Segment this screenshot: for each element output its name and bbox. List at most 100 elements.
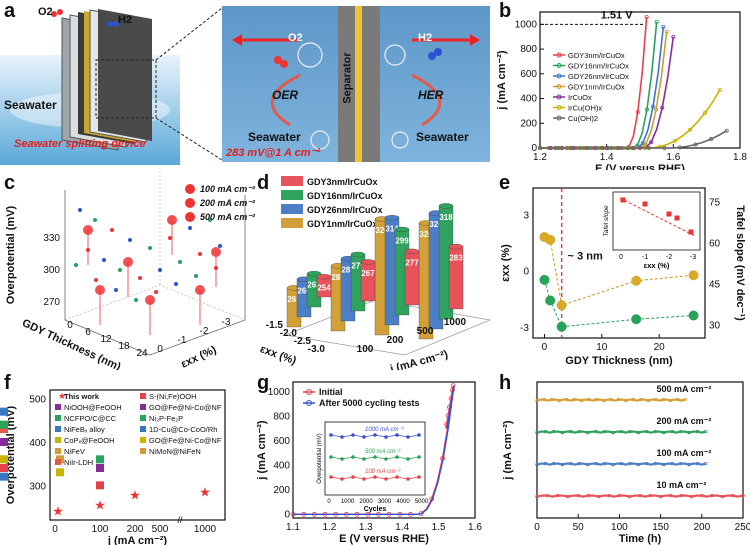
legend-marker: [556, 105, 562, 110]
stability-marker: [636, 462, 641, 467]
scatter-dot: [218, 244, 222, 248]
scatter-dot: [198, 252, 202, 256]
legend-marker: [556, 73, 562, 79]
inset-marker: [688, 229, 694, 235]
panel-a: a: [0, 0, 500, 165]
red-marker: [83, 225, 93, 235]
legend-entry: 100 mA cm⁻²: [200, 184, 256, 194]
y-tick-label: 200: [520, 118, 537, 129]
inset-x-label: Cycles: [364, 506, 387, 513]
series-marker: [600, 145, 605, 150]
legend-marker: [55, 437, 61, 443]
scatter-dot: [93, 218, 97, 222]
x-tick-label: 0: [534, 522, 540, 533]
legend-entry: GO@Fe@Ni-Co@NF: [149, 436, 222, 445]
legend-marker: [140, 448, 146, 454]
legend-entry: S-(Ni,Fe)OOH: [149, 392, 197, 401]
this-work-star: ★: [199, 485, 211, 500]
series-label: 100 mA cm⁻²: [656, 448, 711, 458]
bar-value-label: 277: [405, 258, 419, 267]
this-work-star: ★: [52, 503, 64, 518]
axes-floor: [64, 284, 246, 321]
legend-entry: GDY1nm/IrCuOx: [568, 83, 625, 92]
series-marker: [687, 127, 692, 132]
z-tick-label: -3: [222, 317, 231, 328]
stability-marker: [535, 494, 539, 499]
scatter-dot: [128, 238, 132, 242]
inset-marker: [417, 475, 421, 479]
competitor-marker: [96, 481, 104, 490]
series-marker: [660, 105, 665, 110]
y-tick-label: 300: [43, 265, 60, 276]
series-marker: [702, 110, 707, 115]
inset-y-label: Tafel slope: [603, 205, 610, 237]
inset-x-tick-label: -1: [642, 254, 648, 261]
bar-cap: [404, 248, 420, 254]
series-marker: [615, 145, 620, 150]
inset-marker: [340, 477, 344, 481]
x-tick-label: 150: [652, 522, 669, 533]
panel-c: c 270 300 330 Overpotential (mV) 0 6 12 18 24 GDY…: [0, 170, 265, 370]
legend-entry: After 5000 cycling tests: [319, 398, 420, 408]
bar-value-label: 283: [449, 254, 463, 263]
inset-x-tick-label: -3: [690, 254, 696, 261]
scatter-dot: [134, 298, 138, 302]
stability-line-3: [536, 494, 744, 498]
stability-marker: [579, 398, 584, 403]
scatter-dot: [94, 278, 98, 282]
stability-marker: [577, 461, 581, 466]
series-line-1: [293, 385, 455, 516]
y-axis-label: εxx (%): [258, 343, 298, 367]
red-marker: [123, 257, 133, 267]
inset-x-tick-label: 1000: [341, 499, 355, 505]
inset-marker: [373, 455, 377, 459]
legend-entry: NiOOH@FeOOH: [64, 403, 122, 412]
bar-value-label: 285: [331, 273, 345, 282]
seawater-left-label: Seawater: [4, 98, 57, 112]
legend-entry: IrCu(OH)x: [568, 104, 602, 113]
series-marker: [654, 19, 659, 24]
series-label: 500 mA cm⁻²: [656, 384, 711, 394]
legend-marker: [55, 415, 61, 421]
bar-value-label: 320: [419, 230, 433, 239]
x-tick-label: 200: [127, 524, 144, 535]
legend-entry: GDY26nm/IrCuOx: [307, 205, 383, 215]
strain-marker: [545, 295, 556, 306]
scatter-dot: [78, 208, 82, 212]
stability-marker: [602, 398, 606, 403]
panel-label-c: c: [4, 172, 16, 194]
x-tick-label: 250: [735, 522, 750, 533]
competitor-marker: [96, 455, 104, 464]
legend-star: ★: [58, 391, 66, 401]
x-tick-label: 1.6: [468, 522, 482, 533]
stability-marker: [628, 494, 632, 499]
bar-value-label: 318: [439, 213, 453, 222]
panel-f: f 0 100 200 500 1000 j (mA cm⁻²) 300 400 500 Over…: [0, 370, 260, 545]
stability-marker: [689, 494, 694, 499]
x-axis-label: E (V versus RHE): [595, 163, 685, 170]
bar-cap: [350, 251, 366, 258]
stability-marker: [594, 429, 598, 434]
legend-entry: GDY3nm/IrCuOx: [568, 51, 625, 60]
x-axis-label: GDY Thickness (nm): [565, 355, 673, 367]
stability-marker: [594, 397, 599, 402]
stability-marker: [678, 429, 683, 434]
chart-g: 1.1 1.2 1.3 1.4 1.5 1.6 E (V versus RHE) 0 200 40…: [256, 381, 482, 545]
x-tick-label: 0: [67, 320, 73, 331]
y-tick-label: 400: [29, 438, 46, 449]
panel-d: d GDY3nm/IrCuOx GDY16nm/IrCuOx GDY26nm/IrC…: [255, 170, 495, 370]
bar-value-label: 299: [395, 236, 409, 245]
stability-marker: [616, 397, 621, 402]
competitor-marker: [0, 420, 8, 429]
axis-break: //: [177, 515, 183, 525]
scatter-dot: [194, 274, 198, 278]
annotation-3nm: ~ 3 nm: [568, 250, 603, 262]
stability-marker: [687, 462, 691, 467]
inset-x-tick-label: 5000: [415, 499, 429, 505]
stability-marker: [653, 429, 657, 434]
strain-marker: [631, 314, 642, 325]
bar-value-label: 320: [375, 226, 389, 235]
stability-marker: [619, 461, 624, 466]
stability-marker: [602, 461, 607, 466]
